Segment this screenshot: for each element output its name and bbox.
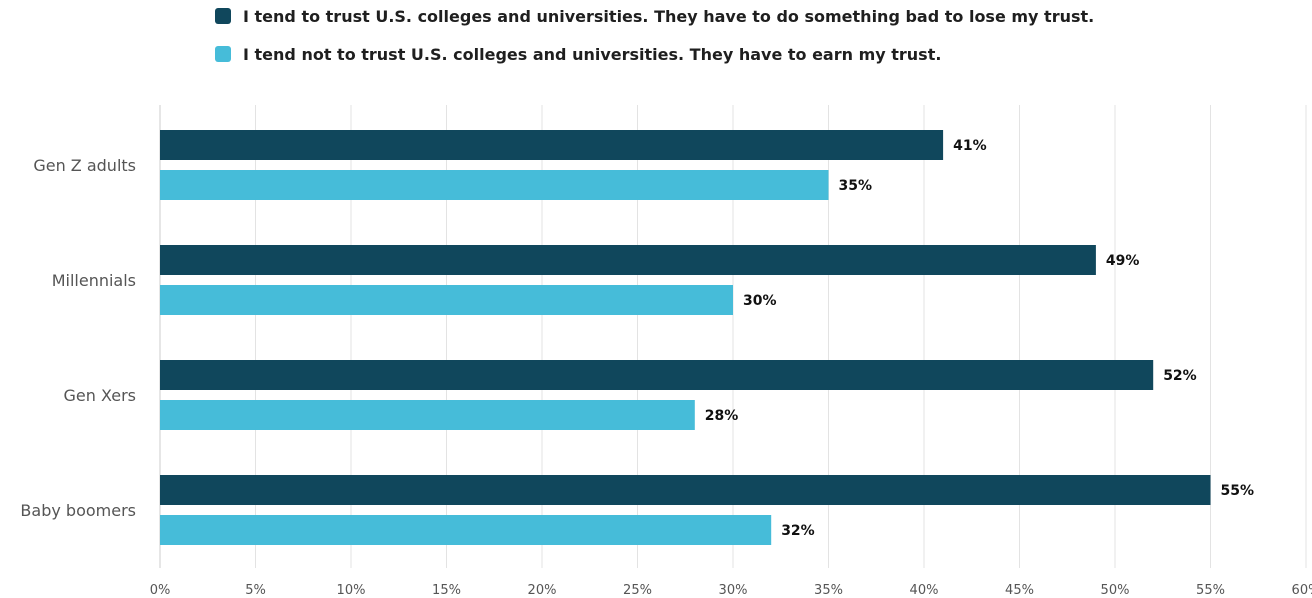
bar-trust[interactable] bbox=[160, 130, 944, 160]
bar-value-label: 28% bbox=[705, 408, 739, 424]
bar-value-label: 32% bbox=[781, 523, 815, 539]
category-label: Millennials bbox=[52, 271, 136, 290]
category-label: Baby boomers bbox=[20, 501, 136, 520]
x-tick-label: 0% bbox=[150, 583, 171, 598]
legend-label-not-trust: I tend not to trust U.S. colleges and un… bbox=[243, 44, 942, 64]
x-axis-tick-labels: 0% 5% 10% 15% 20% 25% 30% 35% 40% 45% 50% 55% 60% bbox=[150, 583, 1312, 598]
legend-label-trust: I tend to trust U.S. colleges and univer… bbox=[243, 6, 1095, 26]
bar-value-label: 49% bbox=[1106, 253, 1140, 269]
category-labels: Gen Z adults Millennials Gen Xers Baby boom… bbox=[20, 156, 136, 520]
x-tick-label: 55% bbox=[1196, 583, 1225, 598]
bars bbox=[160, 130, 1211, 545]
bar-trust[interactable] bbox=[160, 475, 1211, 505]
bar-not-trust[interactable] bbox=[160, 400, 695, 430]
x-tick-label: 50% bbox=[1101, 583, 1130, 598]
legend-item-trust[interactable]: I tend to trust U.S. colleges and univer… bbox=[215, 6, 1094, 26]
x-tick-label: 5% bbox=[245, 583, 266, 598]
legend-swatch-trust bbox=[215, 8, 231, 24]
x-tick-label: 30% bbox=[719, 583, 748, 598]
x-tick-label: 45% bbox=[1005, 583, 1034, 598]
bar-value-label: 41% bbox=[953, 138, 987, 154]
x-tick-label: 40% bbox=[910, 583, 939, 598]
bar-value-label: 52% bbox=[1163, 368, 1197, 384]
bar-trust[interactable] bbox=[160, 360, 1154, 390]
category-label: Gen Xers bbox=[64, 386, 136, 405]
x-tick-label: 10% bbox=[337, 583, 366, 598]
bar-not-trust[interactable] bbox=[160, 170, 829, 200]
chart-legend: I tend to trust U.S. colleges and univer… bbox=[215, 0, 1094, 64]
bar-value-label: 30% bbox=[743, 293, 777, 309]
x-tick-label: 15% bbox=[432, 583, 461, 598]
bar-value-label: 35% bbox=[839, 178, 873, 194]
value-labels: 41% 35% 49% 30% 52% 28% 55% 32% bbox=[705, 138, 1254, 539]
x-tick-label: 35% bbox=[814, 583, 843, 598]
category-label: Gen Z adults bbox=[33, 156, 136, 175]
legend-swatch-not-trust bbox=[215, 46, 231, 62]
bar-not-trust[interactable] bbox=[160, 515, 772, 545]
legend-item-not-trust[interactable]: I tend not to trust U.S. colleges and un… bbox=[215, 44, 1094, 64]
x-tick-label: 25% bbox=[623, 583, 652, 598]
bar-value-label: 55% bbox=[1221, 483, 1255, 499]
x-tick-label: 20% bbox=[528, 583, 557, 598]
bar-not-trust[interactable] bbox=[160, 285, 733, 315]
x-tick-label: 60% bbox=[1292, 583, 1312, 598]
bar-trust[interactable] bbox=[160, 245, 1096, 275]
